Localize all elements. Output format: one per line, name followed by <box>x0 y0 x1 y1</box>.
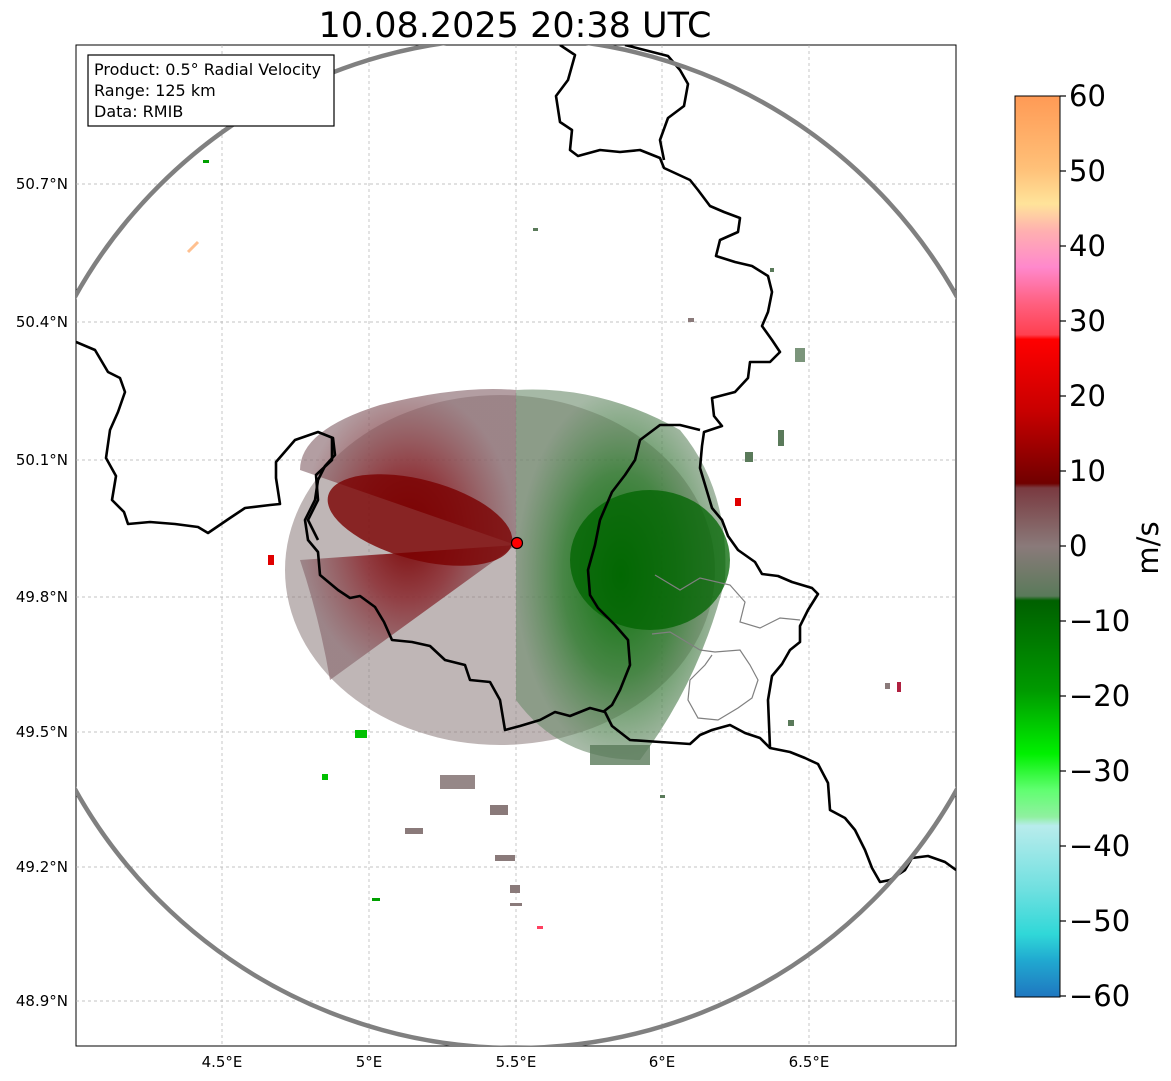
colorbar-ticks <box>1060 95 1066 997</box>
inbound-core <box>327 474 513 566</box>
outbound-core <box>570 490 730 630</box>
y-tick-label: 48.9°N <box>16 992 68 1010</box>
x-axis-ticks: 4.5°E 5°E 5.5°E 6°E 6.5°E <box>202 1053 830 1071</box>
info-product: Product: 0.5° Radial Velocity <box>94 60 321 79</box>
inbound-echo-region <box>300 389 516 680</box>
y-tick-label: 50.7°N <box>16 175 68 193</box>
colorbar-tick-label: −50 <box>1069 904 1130 938</box>
colorbar-tick-label: −20 <box>1069 679 1130 713</box>
colorbar-tick-label: 30 <box>1069 304 1106 338</box>
x-tick-label: 5.5°E <box>496 1053 537 1071</box>
colorbar-tick-label: 60 <box>1069 79 1106 113</box>
colorbar-tick-label: 40 <box>1069 229 1106 263</box>
y-axis-ticks: 50.7°N 50.4°N 50.1°N 49.8°N 49.5°N 49.2°… <box>16 175 68 1010</box>
x-tick-label: 6.5°E <box>789 1053 830 1071</box>
y-tick-label: 49.8°N <box>16 588 68 606</box>
y-tick-label: 50.4°N <box>16 313 68 331</box>
map-title: 10.08.2025 20:38 UTC <box>319 6 712 46</box>
colorbar-tick-label: −30 <box>1069 754 1130 788</box>
x-tick-label: 5°E <box>356 1053 383 1071</box>
colorbar-tick-label: 20 <box>1069 379 1106 413</box>
x-tick-label: 4.5°E <box>202 1053 243 1071</box>
colorbar-tick-label: −10 <box>1069 604 1130 638</box>
country-borders <box>76 45 956 884</box>
info-box: Product: 0.5° Radial Velocity Range: 125… <box>87 54 335 127</box>
colorbar: 60 50 40 30 20 10 0 −10 −20 −30 −40 −50 … <box>1014 79 1165 1013</box>
colorbar-tick-label: −60 <box>1069 979 1130 1013</box>
map-panel: Product: 0.5° Radial Velocity Range: 125… <box>16 44 957 1071</box>
colorbar-tick-label: 50 <box>1069 154 1106 188</box>
scattered-returns <box>186 160 901 929</box>
colorbar-unit-label: m/s <box>1131 521 1165 574</box>
colorbar-tick-label: −40 <box>1069 829 1130 863</box>
colorbar-tick-label: 10 <box>1069 454 1106 488</box>
y-tick-label: 50.1°N <box>16 451 68 469</box>
radar-site-marker <box>510 536 524 550</box>
y-tick-label: 49.5°N <box>16 723 68 741</box>
y-tick-label: 49.2°N <box>16 858 68 876</box>
colorbar-scale <box>1014 95 1061 998</box>
velocity-echoes <box>186 160 901 929</box>
x-tick-label: 6°E <box>649 1053 676 1071</box>
colorbar-tick-label: 0 <box>1069 529 1087 563</box>
region-borders <box>651 574 801 721</box>
colorbar-tick-labels: 60 50 40 30 20 10 0 −10 −20 −30 −40 −50 … <box>1069 79 1130 1013</box>
info-source: Data: RMIB <box>94 102 183 121</box>
info-range: Range: 125 km <box>94 81 216 100</box>
